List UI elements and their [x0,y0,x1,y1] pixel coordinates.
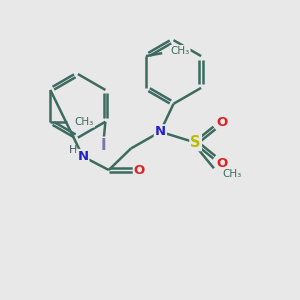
Text: O: O [134,164,145,176]
Text: N: N [155,125,166,138]
Text: S: S [190,135,201,150]
Text: CH₃: CH₃ [170,46,190,56]
Text: O: O [217,157,228,170]
Text: N: N [77,150,88,163]
Text: CH₃: CH₃ [222,169,242,178]
Text: H: H [69,145,77,155]
Text: O: O [217,116,228,128]
Text: CH₃: CH₃ [75,117,94,127]
Text: I: I [101,138,107,153]
